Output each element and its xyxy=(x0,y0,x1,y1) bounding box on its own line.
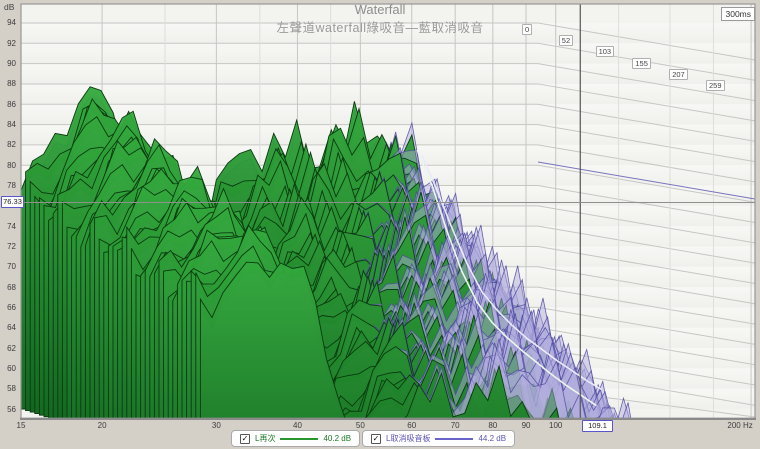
y-tick-label: 56 xyxy=(7,404,16,414)
y-tick-label: 74 xyxy=(7,221,16,231)
time-tick-label: 52 xyxy=(558,35,574,47)
x-tick-label: 20 xyxy=(97,421,107,430)
time-window-badge: 300ms xyxy=(721,7,755,21)
x-tick-label: 40 xyxy=(293,421,302,430)
legend-item-green: ✓ L再次 40.2 dB xyxy=(231,430,361,447)
y-tick-label: 62 xyxy=(7,343,16,353)
cursor-frequency-readout[interactable]: 109.1 xyxy=(582,420,613,432)
y-tick-label: 58 xyxy=(7,384,16,394)
y-tick-label: 86 xyxy=(7,99,16,109)
green-trace-checkbox[interactable]: ✓ xyxy=(240,433,250,444)
green-trace-line-sample xyxy=(280,437,319,440)
time-tick-label: 103 xyxy=(595,46,615,58)
x-tick-label: 70 xyxy=(450,421,460,430)
cursor-level-readout[interactable]: 76.33 xyxy=(1,196,24,208)
cursor-decay-curve-green xyxy=(416,149,597,407)
x-tick-label: 90 xyxy=(521,421,531,430)
y-tick-label: 66 xyxy=(7,302,16,312)
blue-trace-value: 44.2 dB xyxy=(478,434,507,443)
time-tick-label: 207 xyxy=(669,68,688,80)
legend-bar: ✓ L再次 40.2 dB ✓ L取消吸音板 44.2 dB xyxy=(231,430,516,447)
blue-waterfall-box-edge xyxy=(537,161,756,200)
x-tick-label: 60 xyxy=(407,421,417,430)
x-tick-label: 80 xyxy=(488,421,498,430)
x-tick-label: 30 xyxy=(211,421,221,430)
y-tick-label: 94 xyxy=(7,18,16,28)
green-trace-value: 40.2 dB xyxy=(323,434,352,443)
blue-trace-line-sample xyxy=(435,437,474,440)
x-tick-label: 100 xyxy=(549,421,563,430)
y-tick-label: 92 xyxy=(7,38,16,48)
y-tick-label: 82 xyxy=(7,140,16,150)
green-trace-label: L再次 xyxy=(255,434,276,443)
x-tick-label: 50 xyxy=(355,421,365,430)
x-tick-label: 200 Hz xyxy=(727,421,753,430)
time-tick-label: 259 xyxy=(706,80,725,91)
waterfall-surfaces xyxy=(21,86,718,419)
y-tick-label: 60 xyxy=(7,363,16,373)
legend-item-blue: ✓ L取消吸音板 44.2 dB xyxy=(362,430,516,447)
y-tick-label: 88 xyxy=(7,79,16,89)
blue-trace-label: L取消吸音板 xyxy=(386,434,431,443)
time-tick-label: 155 xyxy=(632,57,651,69)
x-tick-label: 15 xyxy=(16,421,26,430)
y-tick-label: 68 xyxy=(7,282,16,292)
y-tick-label: 70 xyxy=(7,262,16,272)
y-tick-label: 64 xyxy=(7,323,16,333)
blue-trace-checkbox[interactable]: ✓ xyxy=(371,433,382,444)
y-tick-label: 78 xyxy=(7,181,16,191)
y-tick-label: 84 xyxy=(7,120,16,130)
y-tick-label: 80 xyxy=(7,160,16,170)
time-tick-label: 0 xyxy=(522,24,533,35)
y-tick-label: 90 xyxy=(7,59,16,69)
cursor-decay-curve-blue xyxy=(421,154,602,391)
y-tick-label: 72 xyxy=(7,241,16,251)
